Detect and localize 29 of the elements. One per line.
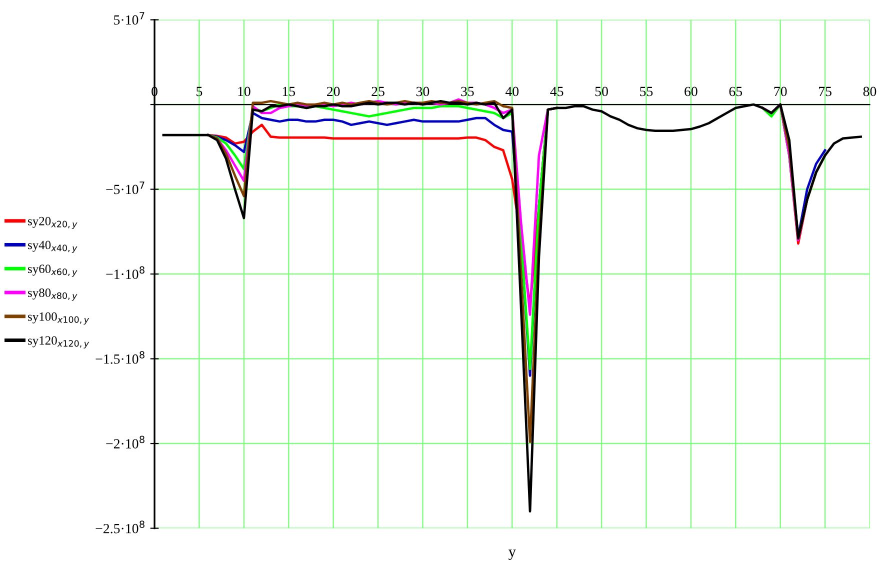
x-tick-label: 50 (595, 86, 608, 96)
legend-label: sy60$_{x60,y}$ (28, 264, 78, 277)
x-tick-label: 35 (461, 86, 474, 96)
x-axis-title: y (508, 550, 516, 560)
x-tick-label: 10 (238, 86, 250, 96)
x-tick-label: 25 (372, 86, 384, 96)
legend-label: sy120$_{x120,y}$ (28, 336, 90, 348)
legend-label: sy80$_{x80,y}$ (28, 288, 78, 301)
x-tick-label: 60 (684, 86, 698, 96)
x-tick-label: 70 (774, 86, 787, 96)
y-tick-label: −2·10$^{8}$ (106, 436, 144, 448)
x-tick-label: 5 (196, 86, 202, 96)
x-tick-label: 15 (282, 86, 296, 96)
x-tick-label: 80 (863, 86, 876, 96)
x-tick-label: 40 (505, 86, 519, 96)
x-tick-label: 45 (550, 86, 564, 96)
x-tick-label: 30 (416, 86, 430, 96)
x-tick-label: 75 (819, 86, 832, 96)
legend-label: sy40$_{x40,y}$ (28, 240, 78, 253)
x-tick-label: 20 (327, 86, 340, 96)
y-tick-label: −1.5·10$^{8}$ (96, 351, 144, 364)
legend-label: sy100$_{x100,y}$ (28, 312, 90, 325)
y-tick-label: 5·10$^{7}$ (114, 12, 144, 25)
legend-label: sy20$_{x20,y}$ (28, 216, 78, 230)
y-tick-label: −5·10$^{7}$ (106, 182, 144, 194)
x-tick-label: 65 (729, 86, 742, 96)
y-tick-label: −1·10$^{8}$ (106, 266, 144, 279)
y-tick-label: −2.5·10$^{8}$ (96, 520, 144, 534)
x-tick-label: 55 (640, 86, 653, 96)
